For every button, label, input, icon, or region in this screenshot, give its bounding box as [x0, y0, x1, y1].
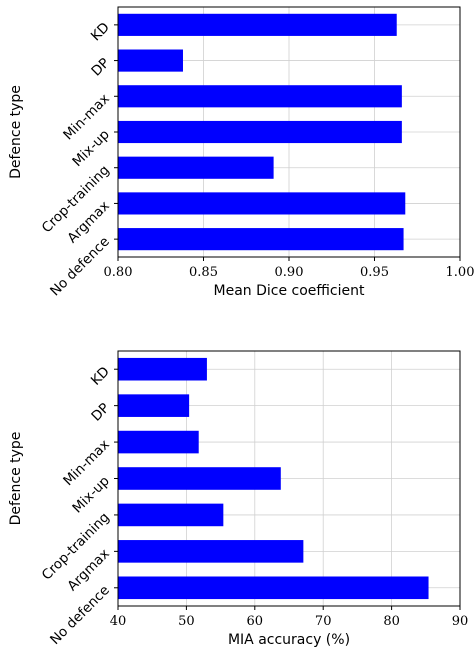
chart-dice: 0.80 0.85 0.90 0.95 1.00KDDPMin-maxMix-upCro… — [8, 6, 474, 299]
chart-1.category-label: DP — [88, 400, 112, 424]
chart-0.bar-min-max — [118, 85, 402, 108]
chart-1.x-tick-label: 50 — [178, 614, 195, 629]
chart-1.bar-argmax — [118, 540, 304, 563]
chart-1.bar-min-max — [118, 430, 199, 454]
chart-1.category-label: No defence — [47, 582, 113, 648]
chart-1.bar-kd — [118, 357, 207, 381]
chart-1.x-tick-label: 40 — [110, 614, 127, 629]
chart-0.bar-mix-up — [118, 120, 402, 144]
chart-0.x-tick-label: 0.95 — [360, 265, 389, 280]
chart-0.bar-no-defence — [118, 228, 404, 251]
chart-0.category-label: DP — [88, 55, 112, 79]
chart-1.x-axis-title: MIA accuracy (%) — [228, 632, 350, 648]
chart-1.bar-mix-up — [118, 467, 281, 490]
chart-1.x-tick-label: 80 — [383, 614, 400, 629]
chart-1.x-tick-label: 90 — [452, 614, 469, 629]
chart-0.x-tick-label: 0.80 — [104, 265, 133, 280]
chart-0.y-axis-title: Defence type — [8, 85, 24, 179]
chart-1.bar-no-defence — [118, 576, 429, 600]
chart-0.bar-crop-training — [118, 156, 274, 179]
chart-0.x-tick-label: 1.00 — [446, 265, 474, 280]
chart-0.bar-argmax — [118, 192, 406, 215]
chart-mia-accuracy: 40 50 60 70 80 90KDDPMin-maxMix-upCrop-traini… — [8, 350, 469, 648]
chart-1.y-axis-title: Defence type — [8, 432, 24, 526]
chart-0.x-tick-label: 0.85 — [189, 265, 218, 280]
chart-1.category-label: KD — [88, 364, 113, 389]
chart-0.x-axis-title: Mean Dice coefficient — [214, 283, 366, 299]
chart-1.x-tick-label: 70 — [315, 614, 332, 629]
chart-0.bar-kd — [118, 13, 397, 36]
chart-0.x-tick-label: 0.90 — [275, 265, 304, 280]
chart-1.bar-crop-training — [118, 503, 224, 527]
chart-0.category-label: KD — [88, 19, 113, 44]
chart-1.x-tick-label: 60 — [247, 614, 264, 629]
chart-0.bar-dp — [118, 49, 183, 72]
chart-1.bar-dp — [118, 394, 190, 417]
